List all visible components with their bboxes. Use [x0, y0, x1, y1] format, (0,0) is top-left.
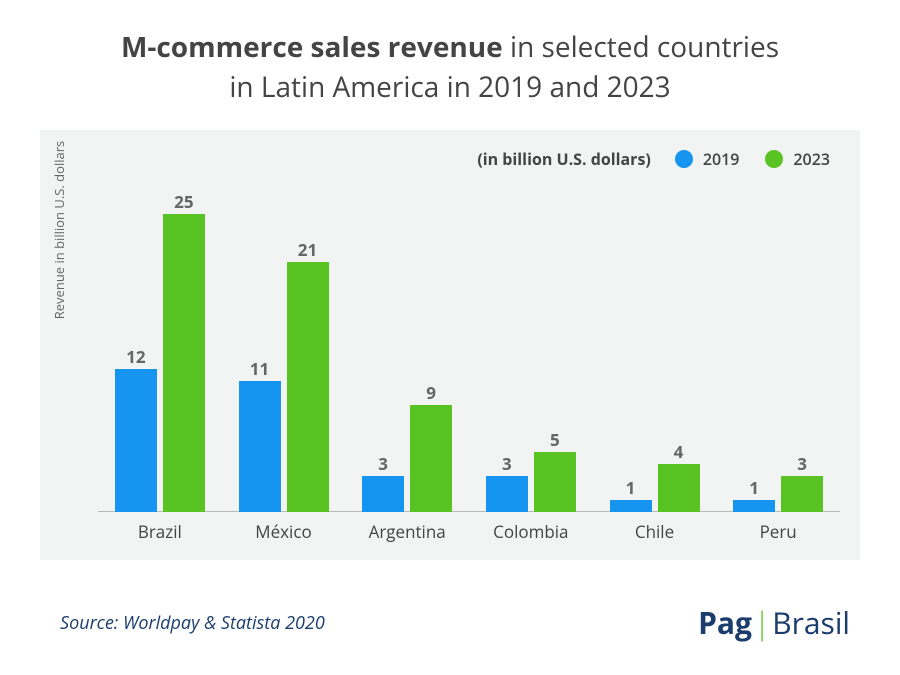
- bar: 3: [362, 476, 404, 512]
- category-label: Brazil: [97, 520, 223, 543]
- bar-value-label: 21: [287, 238, 329, 261]
- y-axis-label: Revenue in billion U.S. dollars: [50, 100, 68, 360]
- bar-value-label: 1: [733, 476, 775, 499]
- legend: (in billion U.S. dollars) 2019 2023: [477, 148, 830, 170]
- brand-right: Brasil: [772, 602, 850, 643]
- bar-value-label: 1: [610, 476, 652, 499]
- category-label: Chile: [592, 520, 718, 543]
- bar-group: 1121México: [239, 262, 329, 512]
- bar: 1: [733, 500, 775, 512]
- bar: 1: [610, 500, 652, 512]
- bar-group: 35Colombia: [486, 452, 576, 512]
- bar: 3: [486, 476, 528, 512]
- title-line2: in Latin America in 2019 and 2023: [40, 68, 860, 106]
- source-citation: Source: Worldpay & Statista 2020: [60, 611, 325, 635]
- bar: 25: [163, 214, 205, 512]
- brand-left: Pag: [698, 602, 752, 643]
- bar-value-label: 9: [410, 381, 452, 404]
- chart-title: M-commerce sales revenue in selected cou…: [0, 0, 900, 124]
- bar-value-label: 4: [658, 440, 700, 463]
- bar: 4: [658, 464, 700, 512]
- legend-swatch-2019: [675, 150, 693, 168]
- bar-value-label: 3: [486, 452, 528, 475]
- bar: 3: [781, 476, 823, 512]
- bar-value-label: 11: [239, 357, 281, 380]
- legend-label-2019: 2019: [703, 148, 740, 170]
- title-rest1: in selected countries: [503, 28, 779, 66]
- bar-value-label: 12: [115, 345, 157, 368]
- units-label: (in billion U.S. dollars): [477, 148, 651, 170]
- category-label: Colombia: [468, 520, 594, 543]
- category-label: México: [221, 520, 347, 543]
- bar-group: 14Chile: [610, 464, 700, 512]
- plot-area: 1225Brazil 1121México 39Argentina 35Colombi…: [98, 190, 840, 512]
- legend-swatch-2023: [765, 150, 783, 168]
- bar: 21: [287, 262, 329, 512]
- bar: 9: [410, 405, 452, 512]
- bar: 12: [115, 369, 157, 512]
- bar-value-label: 25: [163, 190, 205, 213]
- chart-panel: (in billion U.S. dollars) 2019 2023 Reve…: [40, 130, 860, 560]
- legend-label-2023: 2023: [793, 148, 830, 170]
- brand-logo: Pag|Brasil: [698, 602, 850, 643]
- bar-group: 1225Brazil: [115, 214, 205, 512]
- category-label: Argentina: [344, 520, 470, 543]
- bar: 5: [534, 452, 576, 512]
- baseline: [98, 511, 840, 512]
- bar-value-label: 5: [534, 428, 576, 451]
- bar-group: 39Argentina: [362, 405, 452, 512]
- bar-value-label: 3: [781, 452, 823, 475]
- brand-divider: |: [752, 602, 772, 643]
- bar-value-label: 3: [362, 452, 404, 475]
- bar-group: 13Peru: [733, 476, 823, 512]
- bar: 11: [239, 381, 281, 512]
- category-label: Peru: [715, 520, 841, 543]
- title-bold: M-commerce sales revenue: [121, 28, 503, 66]
